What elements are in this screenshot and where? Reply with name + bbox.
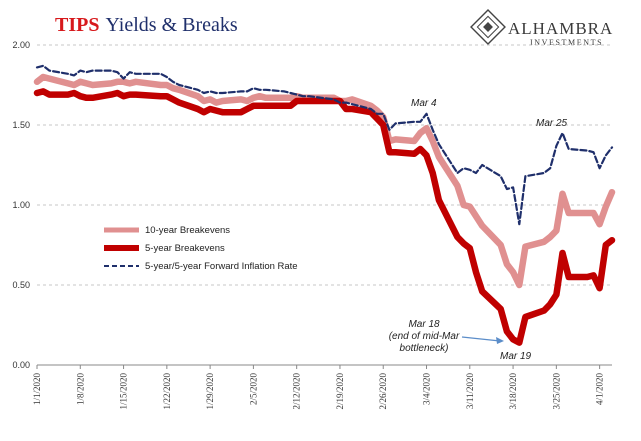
series-line-1 bbox=[33, 88, 616, 346]
annotation-mar25: Mar 25 bbox=[536, 118, 568, 129]
x-tick-label: 2/26/2020 bbox=[378, 373, 388, 410]
x-axis: 1/1/2020 1/8/2020 1/15/2020 1/22/2020 1/29/2… bbox=[32, 364, 612, 410]
annotation-arrowhead bbox=[496, 337, 504, 344]
x-tick-label: 1/15/2020 bbox=[119, 373, 129, 410]
brand-name: ALHAMBRA bbox=[508, 19, 613, 38]
brand-logo: ALHAMBRA INVESTMENTS bbox=[470, 9, 613, 47]
y-tick-label: 1.00 bbox=[12, 200, 30, 210]
alhambra-emblem bbox=[470, 9, 506, 45]
brand-sub: INVESTMENTS bbox=[530, 38, 603, 47]
series-lines bbox=[33, 64, 616, 346]
x-tick-label: 3/11/2020 bbox=[465, 373, 475, 410]
title-tips: TIPS bbox=[55, 14, 99, 36]
y-tick-label: 1.50 bbox=[12, 120, 30, 130]
x-tick-label: 3/25/2020 bbox=[551, 373, 561, 410]
legend-label-5y: 5-year Breakevens bbox=[145, 243, 225, 254]
x-tick-label: 1/8/2020 bbox=[75, 373, 85, 406]
annotation-mar19: Mar 19 bbox=[500, 351, 532, 362]
y-tick-label: 2.00 bbox=[12, 40, 30, 50]
legend: 10-year Breakevens 5-year Breakevens 5-y… bbox=[104, 225, 298, 272]
title-rest: Yields & Breaks bbox=[105, 14, 237, 36]
annotation-mar4: Mar 4 bbox=[411, 98, 437, 109]
x-tick-label: 3/4/2020 bbox=[422, 373, 432, 406]
x-tick-label: 2/19/2020 bbox=[335, 373, 345, 410]
x-tick-label: 2/5/2020 bbox=[248, 373, 258, 406]
x-tick-label: 2/12/2020 bbox=[292, 373, 302, 410]
y-tick-label: 0.50 bbox=[12, 280, 30, 290]
series-line-2 bbox=[35, 64, 614, 226]
title: TIPS Yields & Breaks bbox=[55, 14, 238, 36]
y-axis: 0.00 0.50 1.00 1.50 2.00 bbox=[12, 40, 30, 370]
x-tick-label: 1/22/2020 bbox=[162, 373, 172, 410]
legend-label-10y: 10-year Breakevens bbox=[145, 225, 230, 236]
y-tick-label: 0.00 bbox=[12, 360, 30, 370]
x-tick-label: 3/18/2020 bbox=[508, 373, 518, 410]
annotations: Mar 4 Mar 25 Mar 18 (end of mid-Mar bottle… bbox=[389, 98, 568, 362]
annotation-arrow bbox=[461, 336, 501, 342]
legend-label-5y5y: 5-year/5-year Forward Inflation Rate bbox=[145, 261, 298, 272]
x-tick-label: 1/1/2020 bbox=[32, 373, 42, 406]
x-tick-label: 1/29/2020 bbox=[205, 373, 215, 410]
annotation-mar18: Mar 18 (end of mid-Mar bottleneck) bbox=[389, 319, 460, 354]
x-tick-label: 4/1/2020 bbox=[595, 373, 605, 406]
